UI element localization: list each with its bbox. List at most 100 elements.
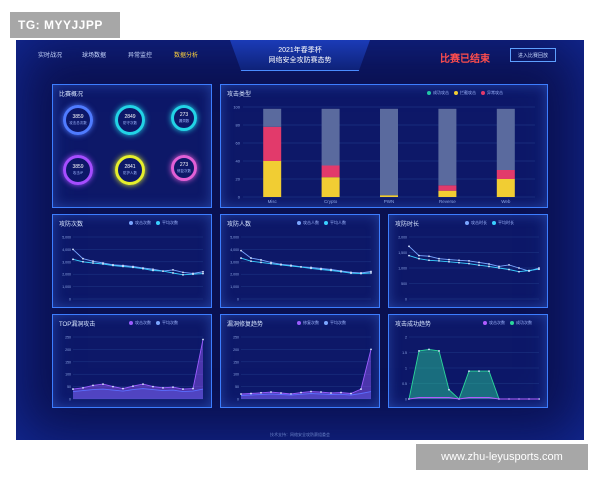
- stat-label: 防守次数: [123, 121, 137, 125]
- area-chart-2: 250 200 150 100 50 0: [233, 336, 372, 402]
- data-point: [330, 269, 332, 272]
- data-point: [498, 265, 500, 268]
- data-point: [162, 386, 164, 389]
- area-fill: [73, 339, 203, 399]
- data-point: [72, 258, 74, 261]
- data-point: [458, 261, 460, 264]
- data-point: [290, 265, 292, 267]
- y-tick-label: 150: [233, 360, 239, 364]
- y-tick-label: 1.5: [402, 351, 407, 355]
- line-panel-1: 攻防次数 攻击次数 平均次数 5,000 4,000 3,000 2,000 1,000…: [52, 214, 212, 308]
- data-point: [92, 384, 94, 387]
- y-tick-label: 100: [233, 105, 240, 110]
- chart-legend: 攻击次数 成功次数: [483, 320, 532, 326]
- data-point: [112, 385, 114, 388]
- data-point: [360, 388, 362, 390]
- data-point: [528, 269, 530, 272]
- data-point: [428, 255, 430, 258]
- data-point: [280, 392, 282, 394]
- data-point: [162, 270, 164, 272]
- y-tick-label: 40: [236, 159, 241, 164]
- data-point: [82, 260, 84, 263]
- data-point: [418, 254, 420, 257]
- replay-button[interactable]: 进入比赛回放: [510, 48, 556, 62]
- line-panel-3: 攻防时长 攻击时长 平均时长 2,000 1,500 1,000 500 0: [388, 214, 548, 308]
- series-line: [240, 250, 372, 274]
- area-fill: [241, 391, 371, 399]
- y-tick-label: 2,000: [62, 273, 71, 277]
- data-point: [112, 264, 114, 267]
- legend-item: 异常攻击: [481, 90, 503, 96]
- y-tick-label: 100: [233, 373, 239, 377]
- data-point: [428, 348, 430, 351]
- y-tick-label: 250: [233, 336, 239, 340]
- data-point: [290, 393, 292, 395]
- nav-item-monitoring[interactable]: 异常监控: [128, 53, 153, 59]
- data-point: [468, 259, 470, 262]
- bar-segment: [263, 126, 282, 161]
- data-point: [172, 268, 174, 271]
- stat-value: 3859: [72, 114, 84, 120]
- data-point: [310, 390, 312, 393]
- data-point: [280, 264, 282, 266]
- data-point: [270, 391, 272, 393]
- data-point: [538, 267, 540, 269]
- panel-title: 攻防时长: [395, 222, 420, 228]
- series-line: [408, 245, 540, 272]
- panel-title: 漏洞修复趋势: [227, 322, 264, 328]
- data-point: [508, 264, 510, 266]
- data-point: [310, 267, 312, 270]
- chart-legend: 攻击次数 平均次数: [129, 320, 178, 326]
- area-fill: [409, 349, 539, 399]
- data-point: [172, 386, 174, 388]
- bar-segment: [321, 165, 340, 178]
- y-tick-label: 0.5: [402, 382, 407, 386]
- data-point: [202, 272, 204, 275]
- series-line: [408, 255, 540, 273]
- x-tick-label: Reverse: [439, 199, 456, 204]
- data-point: [498, 267, 500, 269]
- bar-segment: [321, 177, 340, 197]
- data-point: [370, 348, 372, 351]
- data-point: [428, 259, 430, 262]
- data-point: [360, 272, 362, 275]
- line-panel-2: 攻防人数 攻击人数 平均人数 5,000 4,000 3,000 2,000 1,000…: [220, 214, 380, 308]
- nav-item-live[interactable]: 实时战况: [38, 53, 63, 59]
- y-tick-label: 2,000: [398, 236, 407, 240]
- data-point: [330, 392, 332, 394]
- y-tick-label: 0: [237, 298, 239, 302]
- data-point: [240, 393, 242, 395]
- y-tick-label: 4,000: [230, 248, 239, 252]
- panel-title: TOP漏洞攻击: [59, 322, 96, 328]
- data-point: [300, 391, 302, 394]
- line-chart-1: 5,000 4,000 3,000 2,000 1,000 0: [62, 236, 204, 302]
- bar-segment: [496, 170, 515, 179]
- y-tick-label: 5,000: [230, 236, 239, 240]
- data-point: [270, 262, 272, 265]
- y-tick-label: 250: [65, 336, 71, 340]
- bar-segment: [263, 108, 282, 127]
- data-point: [468, 370, 470, 372]
- data-point: [152, 269, 154, 272]
- x-tick-label: Crypto: [324, 199, 338, 204]
- area-fill: [73, 388, 203, 399]
- y-tick-label: 0: [405, 398, 407, 402]
- y-tick-label: 200: [65, 348, 71, 352]
- stat-label: 攻击总次数: [69, 121, 87, 125]
- series-line: [408, 397, 539, 400]
- data-point: [202, 270, 204, 273]
- data-point: [72, 248, 74, 251]
- nav-item-court-data[interactable]: 球场数据: [82, 53, 107, 59]
- data-point: [438, 257, 440, 260]
- stat-ring: [115, 155, 145, 185]
- data-point: [408, 245, 410, 248]
- data-point: [468, 262, 470, 265]
- y-tick-label: 50: [67, 385, 71, 389]
- data-point: [260, 391, 262, 394]
- chart-legend: 成功攻击 拦截攻击 异常攻击: [427, 90, 503, 96]
- nav-item-analysis[interactable]: 数据分析: [174, 53, 199, 59]
- data-point: [250, 260, 252, 263]
- data-point: [320, 391, 322, 393]
- stat-value: 2849: [124, 114, 136, 120]
- data-point: [132, 385, 134, 388]
